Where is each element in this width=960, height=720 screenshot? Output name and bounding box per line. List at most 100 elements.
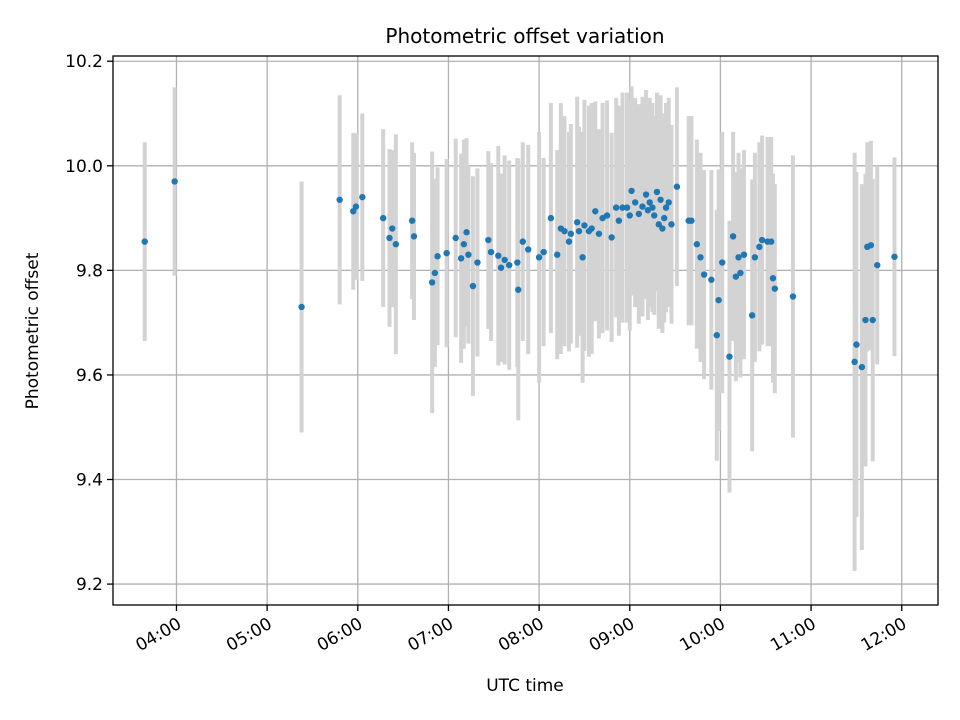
data-point <box>561 227 568 235</box>
data-point <box>767 238 775 245</box>
data-point <box>389 225 396 232</box>
plot-frame <box>112 55 939 606</box>
data-point <box>740 251 748 258</box>
data-point <box>642 191 650 198</box>
data-point <box>171 178 178 185</box>
data-point <box>737 269 744 277</box>
data-point <box>487 248 495 256</box>
data-point <box>141 238 148 245</box>
data-point <box>688 217 695 224</box>
data-point <box>891 253 898 260</box>
data-point <box>732 273 740 280</box>
data-point <box>668 221 675 228</box>
data-point <box>726 353 733 360</box>
data-point <box>379 214 387 222</box>
data-point <box>612 204 620 211</box>
data-point <box>657 196 664 203</box>
data-point <box>615 217 623 224</box>
data-point <box>713 332 720 339</box>
data-point <box>719 259 726 266</box>
data-point <box>603 212 611 219</box>
data-point <box>661 214 668 222</box>
data-point <box>708 276 715 283</box>
data-point <box>673 183 681 190</box>
data-point <box>862 316 869 324</box>
data-point <box>756 243 763 251</box>
data-point <box>460 241 468 248</box>
data-point <box>497 264 505 271</box>
data-point <box>715 296 722 304</box>
data-point <box>350 208 357 215</box>
data-point <box>619 204 626 211</box>
data-point <box>474 259 481 266</box>
y-tick-label: 10.0 <box>65 157 103 177</box>
x-axis-label: UTC time <box>486 676 564 696</box>
data-point <box>359 193 366 201</box>
data-point <box>428 279 436 286</box>
data-point <box>639 203 646 210</box>
data-point <box>649 204 656 211</box>
data-point <box>519 238 526 245</box>
data-point <box>567 230 575 237</box>
data-point <box>874 261 881 269</box>
data-point <box>505 261 513 269</box>
data-point <box>408 217 416 224</box>
data-point <box>495 252 502 259</box>
data-point <box>515 286 522 293</box>
data-point <box>659 225 666 232</box>
data-point <box>608 234 615 241</box>
data-point <box>628 187 635 195</box>
data-point <box>592 208 599 215</box>
data-point <box>858 363 866 371</box>
data-point <box>869 316 876 324</box>
data-point <box>469 282 477 290</box>
data-point <box>653 188 661 196</box>
data-point <box>465 251 472 258</box>
data-point <box>392 241 400 248</box>
data-point <box>789 293 797 300</box>
data-point <box>547 214 555 222</box>
data-point <box>700 271 708 278</box>
data-point <box>665 199 672 206</box>
y-tick-label: 10.2 <box>65 52 103 72</box>
data-point <box>581 222 588 229</box>
data-point <box>501 256 508 264</box>
data-point <box>514 259 521 266</box>
data-point <box>540 248 547 256</box>
data-point <box>298 303 305 311</box>
data-point <box>588 225 595 232</box>
data-point <box>579 254 586 261</box>
data-point <box>626 212 633 219</box>
data-point <box>573 219 581 226</box>
y-tick-label: 9.4 <box>76 471 103 491</box>
chart-title: Photometric offset variation <box>385 24 664 48</box>
y-tick-label: 9.2 <box>76 575 103 595</box>
data-point <box>771 285 779 292</box>
data-point <box>554 251 561 258</box>
data-point <box>565 238 573 245</box>
data-point <box>352 203 360 210</box>
data-point <box>623 204 631 211</box>
data-point <box>485 236 492 244</box>
data-point <box>751 254 759 261</box>
data-point <box>693 241 701 248</box>
data-point <box>853 341 860 348</box>
data-point <box>651 212 658 219</box>
data-point <box>463 229 470 236</box>
data-point <box>758 236 766 244</box>
y-axis-label: Photometric offset <box>23 252 43 409</box>
data-points <box>141 178 898 371</box>
data-point <box>662 204 670 211</box>
data-point <box>635 210 643 218</box>
data-point <box>769 275 777 282</box>
data-point <box>386 234 393 242</box>
data-point <box>575 227 583 235</box>
data-point <box>452 234 459 242</box>
data-point <box>443 249 450 257</box>
data-point <box>535 254 543 261</box>
data-point <box>525 246 532 253</box>
data-point <box>457 255 465 262</box>
data-point <box>735 254 742 261</box>
